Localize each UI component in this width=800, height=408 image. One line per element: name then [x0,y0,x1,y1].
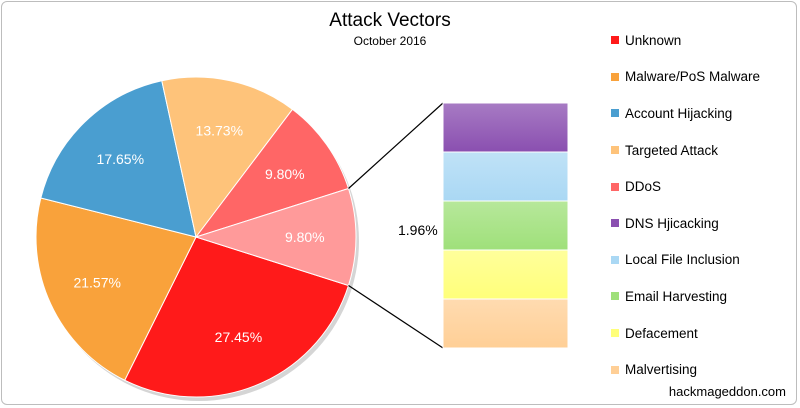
breakdown-segment-defacement [442,249,569,300]
legend-swatch [611,146,619,155]
pie-slice-targeted-attack [161,76,294,239]
legend-item-local-file-inclusion: Local File Inclusion [611,242,796,279]
pie-label-other: 9.80% [285,229,325,245]
legend-swatch [611,255,619,264]
chart-title: Attack Vectors [329,10,451,31]
legend-item-defacement: Defacement [611,315,796,352]
legend-item-account-hijacking: Account Hijacking [611,95,796,132]
connector-line-bottom [348,284,444,349]
breakdown-segment-email-harvesting [442,200,569,251]
source-credit: hackmageddon.com [668,384,786,399]
legend-label: Malvertising [625,362,698,378]
legend-label: Account Hijacking [625,105,733,121]
legend-item-email-harvesting: Email Harvesting [611,278,796,315]
legend-label: Email Harvesting [625,288,728,304]
legend-swatch [611,182,619,191]
legend-item-malvertising: Malvertising [611,351,796,388]
legend: Unknown Malware/PoS Malware Account Hijack… [611,22,796,388]
breakdown-label: 1.96% [398,222,438,238]
legend-swatch [611,329,619,338]
legend-item-malware-pos-malware: Malware/PoS Malware [611,59,796,96]
legend-label: Unknown [625,32,682,48]
legend-swatch [611,109,619,118]
legend-swatch [611,365,619,374]
legend-label: Targeted Attack [625,142,719,158]
legend-swatch [611,219,619,228]
pie-slice-other [194,187,357,287]
pie-label-targeted-attack: 13.73% [196,123,243,139]
legend-label: Defacement [625,325,698,341]
legend-item-dns-hjicacking: DNS Hjicacking [611,205,796,242]
pie-label-ddos: 9.80% [265,166,305,182]
breakdown-segment-malvertising [442,298,569,349]
pie-label-unknown: 27.45% [215,329,262,345]
legend-label: Malware/PoS Malware [625,69,761,85]
pie-label-account-hijacking: 17.65% [97,151,144,167]
legend-label: DNS Hjicacking [625,215,719,231]
legend-swatch [611,292,619,301]
legend-label: Local File Inclusion [625,252,740,268]
pie-slice-unknown [124,236,350,398]
breakdown-segment-dns-hjicacking [442,102,569,153]
pie-slice-malware-pos-malware [35,197,197,381]
legend-item-unknown: Unknown [611,22,796,59]
breakdown-segment-local-file-inclusion [442,151,569,202]
legend-item-targeted-attack: Targeted Attack [611,132,796,169]
legend-swatch [611,36,619,45]
pie-slice-ddos [194,108,350,238]
legend-swatch [611,72,619,81]
chart-subtitle: October 2016 [353,34,427,48]
legend-item-ddos: DDoS [611,168,796,205]
pie-label-malware-pos-malware: 21.57% [73,275,120,291]
pie-slice-account-hijacking [40,80,197,238]
legend-label: DDoS [625,179,662,195]
connector-line-top [348,102,444,189]
